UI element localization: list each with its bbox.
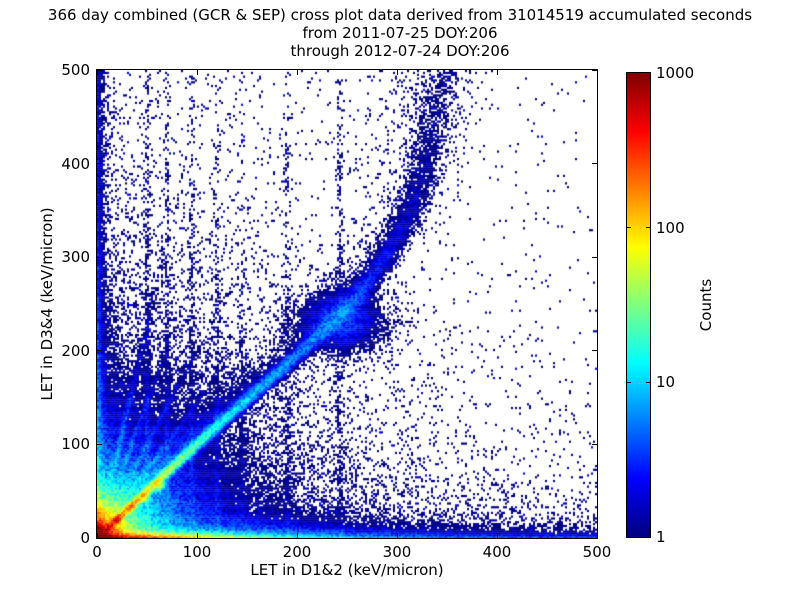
x-tick-mark-top-300 [396, 70, 398, 75]
y-tick-label-0: 0 [80, 529, 90, 547]
x-tick-mark-300 [396, 533, 398, 538]
colorbar-tick-mark-right-10 [646, 381, 650, 383]
y-tick-label-300: 300 [61, 248, 90, 267]
colorbar-gradient-canvas [627, 73, 650, 537]
title-line-3: through 2012-07-24 DOY:206 [290, 42, 510, 60]
y-tick-label-400: 400 [61, 154, 90, 173]
y-tick-mark-right-300 [592, 256, 597, 258]
y-axis-label: LET in D3&4 (keV/micron) [38, 207, 56, 401]
chart-title: 366 day combined (GCR & SEP) cross plot … [0, 6, 800, 60]
x-tick-mark-400 [496, 533, 498, 538]
x-tick-mark-top-100 [196, 70, 198, 75]
x-tick-mark-100 [196, 533, 198, 538]
plot-area [96, 69, 598, 539]
colorbar-tick-mark-right-100 [646, 227, 650, 229]
x-tick-label-300: 300 [382, 543, 412, 561]
colorbar-tick-label-1: 1 [656, 528, 666, 546]
y-tick-label-500: 500 [61, 61, 90, 79]
y-tick-mark-500 [97, 69, 102, 71]
x-tick-label-500: 500 [582, 543, 612, 561]
y-tick-label-100: 100 [61, 435, 90, 454]
x-tick-mark-top-500 [596, 70, 598, 75]
colorbar-label: Counts [697, 278, 715, 332]
y-tick-label-200: 200 [61, 341, 90, 360]
heatmap-canvas [97, 70, 597, 538]
x-tick-label-100: 100 [182, 543, 212, 561]
x-tick-mark-top-200 [296, 70, 298, 75]
y-tick-mark-200 [97, 350, 102, 352]
colorbar-tick-label-10: 10 [656, 373, 676, 392]
y-tick-mark-right-400 [592, 163, 597, 165]
x-tick-mark-200 [296, 533, 298, 538]
colorbar-tick-label-1000: 1000 [656, 64, 695, 82]
colorbar-tick-mark-10 [627, 381, 631, 383]
x-tick-mark-0 [96, 533, 98, 538]
x-tick-mark-top-0 [96, 70, 98, 75]
x-axis-label: LET in D1&2 (keV/micron) [250, 561, 444, 579]
x-tick-label-400: 400 [482, 543, 512, 561]
y-tick-mark-100 [97, 443, 102, 445]
y-tick-mark-400 [97, 163, 102, 165]
y-tick-mark-right-200 [592, 350, 597, 352]
y-tick-mark-0 [97, 537, 102, 539]
title-line-1: 366 day combined (GCR & SEP) cross plot … [47, 6, 753, 24]
x-tick-label-0: 0 [92, 543, 102, 561]
x-tick-mark-top-400 [496, 70, 498, 75]
y-tick-mark-300 [97, 256, 102, 258]
colorbar-tick-label-100: 100 [656, 218, 685, 237]
y-tick-mark-right-0 [592, 537, 597, 539]
title-line-2: from 2011-07-25 DOY:206 [302, 24, 498, 42]
x-tick-label-200: 200 [282, 543, 312, 561]
y-tick-mark-right-100 [592, 443, 597, 445]
colorbar [626, 72, 651, 538]
colorbar-tick-mark-100 [627, 227, 631, 229]
y-tick-mark-right-500 [592, 69, 597, 71]
x-tick-mark-500 [596, 533, 598, 538]
